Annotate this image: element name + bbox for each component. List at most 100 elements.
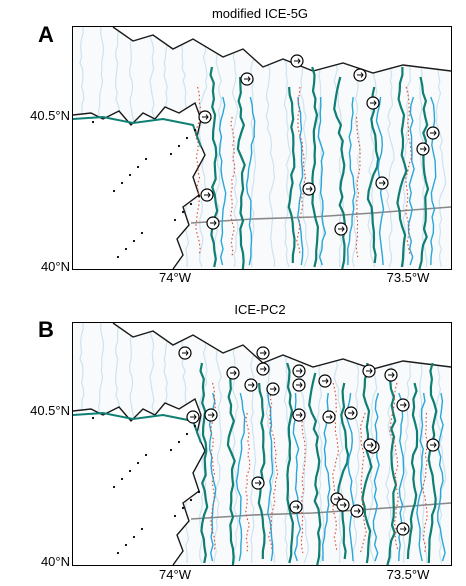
flow-direction-arrow-icon bbox=[292, 364, 306, 378]
flow-direction-arrow-icon bbox=[240, 72, 254, 86]
coast-dot bbox=[181, 210, 185, 214]
west-coastline bbox=[73, 101, 206, 269]
flow-direction-arrow-icon bbox=[336, 498, 350, 512]
flow-direction-arrow-icon bbox=[344, 406, 358, 420]
coast-dot bbox=[197, 490, 201, 494]
panel-a-lat-label-40-5: 40.5°N bbox=[30, 108, 70, 123]
dotted-divide bbox=[389, 382, 399, 552]
major-channel bbox=[427, 362, 438, 564]
major-channel bbox=[308, 372, 322, 565]
major-channel bbox=[311, 66, 320, 268]
flow-direction-arrow-icon bbox=[353, 68, 367, 82]
coast-dot bbox=[181, 506, 185, 510]
coast-dot bbox=[91, 416, 95, 420]
coast-dot bbox=[112, 485, 116, 489]
panel-b-lat-label-40: 40°N bbox=[40, 554, 70, 569]
panel-b-title: ICE-PC2 bbox=[234, 302, 286, 317]
minor-channel bbox=[292, 392, 302, 562]
flow-direction-arrow-icon bbox=[186, 410, 200, 424]
minor-channel bbox=[416, 392, 426, 562]
faint-channels bbox=[78, 27, 447, 268]
major-channel bbox=[361, 363, 373, 564]
coast-dot bbox=[124, 247, 128, 251]
major-channel bbox=[199, 362, 209, 564]
minor-channel bbox=[345, 392, 355, 562]
minor-channel bbox=[437, 392, 446, 562]
coast-dot bbox=[116, 551, 120, 555]
coast-dot bbox=[197, 194, 201, 198]
panel-a-lon-label-74: 74°W bbox=[159, 270, 191, 285]
coast-dot bbox=[169, 152, 173, 156]
panel-b-map bbox=[72, 322, 452, 566]
coast-dot bbox=[169, 448, 173, 452]
coast-dot bbox=[185, 432, 189, 436]
coast-dot bbox=[140, 231, 144, 235]
panel-b-lat-label-40-5: 40.5°N bbox=[30, 403, 70, 418]
flow-direction-arrow-icon bbox=[426, 438, 440, 452]
minor-channel bbox=[245, 96, 256, 266]
dotted-divide bbox=[268, 382, 279, 552]
flow-direction-arrow-icon bbox=[302, 182, 316, 196]
flow-direction-arrow-icon bbox=[396, 522, 410, 536]
coast-dot bbox=[144, 157, 148, 161]
major-channel bbox=[333, 76, 347, 269]
dotted-divide bbox=[359, 412, 367, 554]
dotted-divide bbox=[296, 86, 307, 256]
flow-direction-arrow-icon bbox=[200, 188, 214, 202]
major-channel bbox=[209, 66, 219, 268]
major-channel bbox=[287, 86, 296, 264]
coast-dot bbox=[193, 424, 197, 428]
coast-dot bbox=[140, 527, 144, 531]
minor-channel bbox=[296, 96, 304, 266]
flow-direction-arrow-icon bbox=[266, 382, 280, 396]
flow-direction-arrow-icon bbox=[226, 366, 240, 380]
major-channel bbox=[226, 372, 236, 565]
minor-channel bbox=[372, 392, 380, 562]
minor-channel bbox=[407, 96, 415, 266]
panel-b-lon-label-73-5: 73.5°W bbox=[386, 567, 430, 582]
coast-dot bbox=[128, 173, 132, 177]
bay-water bbox=[73, 103, 205, 269]
flow-direction-arrow-icon bbox=[322, 410, 336, 424]
coast-dot bbox=[144, 453, 148, 457]
major-channel bbox=[286, 362, 295, 564]
major-channel bbox=[366, 86, 380, 264]
panel-a-lon-label-73-5: 73.5°W bbox=[386, 270, 430, 285]
coast-dot bbox=[120, 181, 124, 185]
panel-a-letter: A bbox=[38, 22, 54, 47]
dotted-divide bbox=[332, 382, 340, 552]
major-channel bbox=[418, 76, 430, 269]
flow-direction-arrow-icon bbox=[256, 346, 270, 360]
coast-dot bbox=[189, 202, 193, 206]
minor-channel bbox=[266, 392, 274, 562]
flow-direction-arrow-icon bbox=[292, 408, 306, 422]
estuary-channel bbox=[73, 115, 202, 148]
coast-dot bbox=[136, 165, 140, 169]
sound-water bbox=[73, 27, 451, 73]
flow-direction-arrow-icon bbox=[198, 110, 212, 124]
minor-channel bbox=[218, 96, 227, 266]
coast-dot bbox=[173, 514, 177, 518]
panel-b-letter: B bbox=[38, 317, 54, 342]
flow-direction-arrow-icon bbox=[244, 378, 258, 392]
major-channel bbox=[396, 67, 408, 268]
sound-water bbox=[73, 323, 451, 369]
flow-direction-arrow-icon bbox=[251, 476, 265, 490]
coast-dot bbox=[132, 239, 136, 243]
minor-channel bbox=[398, 392, 405, 562]
flow-direction-arrow-icon bbox=[350, 504, 364, 518]
coast-dot bbox=[91, 120, 95, 124]
coast-dot bbox=[136, 461, 140, 465]
panel-a-title: modified ICE-5G bbox=[211, 6, 309, 21]
minor-channel bbox=[235, 392, 246, 562]
major-channel bbox=[386, 372, 398, 565]
north-coastline bbox=[112, 27, 451, 74]
major-channel bbox=[257, 382, 266, 560]
flow-direction-arrow-icon bbox=[256, 362, 270, 376]
coast-dot bbox=[177, 440, 181, 444]
coast-dot bbox=[124, 543, 128, 547]
flow-direction-arrow-icon bbox=[289, 500, 303, 514]
dotted-divide bbox=[405, 86, 413, 256]
coast-dot bbox=[173, 218, 177, 222]
flow-direction-arrow-icon bbox=[290, 54, 304, 68]
